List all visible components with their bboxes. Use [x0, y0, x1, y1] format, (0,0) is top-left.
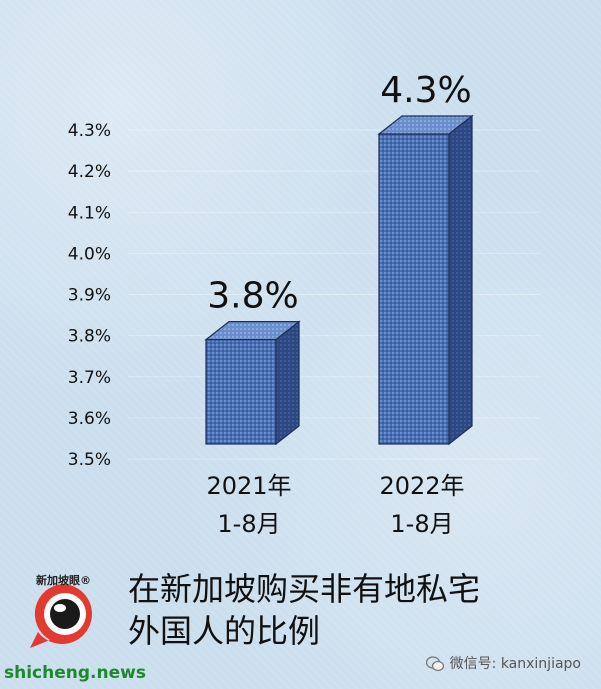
wechat-icon: [425, 656, 444, 672]
y-tick-label: 4.2%: [68, 162, 111, 182]
category-labels: 2021年 1-8月 2022年 1-8月: [206, 472, 464, 538]
logo-text: 新加坡眼®: [36, 574, 91, 587]
bars: [204, 114, 474, 446]
eye-chat-bubble-logo: [30, 584, 92, 648]
data-label: 3.8%: [207, 276, 298, 317]
caption-line-1: 在新加坡购买非有地私宅: [128, 570, 481, 608]
y-tick-label: 4.1%: [68, 203, 111, 223]
category-label: 1-8月: [390, 510, 453, 538]
category-label: 2021年: [206, 472, 291, 500]
y-axis-ticks: 3.5% 3.6% 3.7% 3.8% 3.9% 4.0% 4.1% 4.2% 4.3%: [68, 121, 111, 470]
y-tick-label: 3.7%: [68, 368, 111, 388]
data-label: 4.3%: [380, 70, 471, 111]
category-label: 2022年: [379, 472, 464, 500]
chart-caption: 在新加坡购买非有地私宅 外国人的比例: [128, 568, 588, 652]
bar-side: [275, 320, 300, 446]
category-label: 1-8月: [217, 510, 280, 538]
bar-front: [378, 133, 450, 445]
bar-front: [205, 339, 277, 445]
y-tick-label: 3.9%: [68, 286, 111, 306]
data-labels: 3.8% 4.3%: [207, 70, 471, 317]
y-tick-label: 3.8%: [68, 327, 111, 347]
caption-line-2: 外国人的比例: [128, 612, 321, 650]
y-tick-label: 3.5%: [68, 450, 111, 470]
y-tick-label: 3.6%: [68, 409, 111, 429]
bar-chart: 3.5% 3.6% 3.7% 3.8% 3.9% 4.0% 4.1% 4.2% 4.3% 3.8…: [68, 70, 540, 538]
y-tick-label: 4.3%: [68, 121, 111, 141]
wechat-id: 微信号: kanxinjiapo: [425, 653, 581, 673]
y-tick-label: 4.0%: [68, 244, 111, 264]
wechat-id-text: 微信号: kanxinjiapo: [449, 656, 581, 672]
site-watermark: shicheng.news: [4, 663, 146, 683]
grid-lines: [128, 129, 540, 460]
bar: [204, 320, 301, 446]
bar-side: [448, 114, 473, 446]
bar: [377, 114, 474, 446]
